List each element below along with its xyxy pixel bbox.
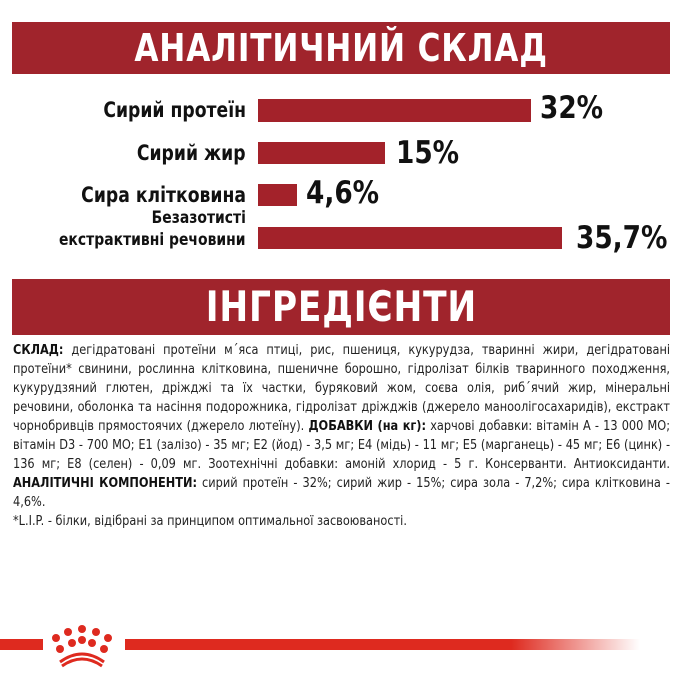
row-label: Сирий жир xyxy=(137,141,246,165)
chart-row-fiber: Сира клітковина 4,6% xyxy=(0,175,682,211)
composition-label: СКЛАД: xyxy=(13,343,64,358)
footer-line-left xyxy=(0,639,43,650)
bar-fiber xyxy=(258,184,297,206)
row-value: 4,6% xyxy=(306,175,380,211)
royal-canin-crown-icon xyxy=(52,625,112,668)
ingredients-title-banner: ІНГРЕДІЄНТИ xyxy=(12,279,670,335)
analysis-title-banner: АНАЛІТИЧНИЙ СКЛАД xyxy=(12,22,670,74)
row-label: Сирий протеїн xyxy=(103,98,246,122)
bar-protein xyxy=(258,99,531,122)
row-label-line2: екстрактивні речовини xyxy=(59,230,246,250)
bar-nfe xyxy=(258,227,562,249)
components-text: сирий протеїн - 32%; сирий жир - 15%; си… xyxy=(13,476,671,510)
chart-row-fat: Сирий жир 15% xyxy=(0,135,682,171)
bar-fat xyxy=(258,142,385,164)
ingredients-title: ІНГРЕДІЄНТИ xyxy=(205,282,477,331)
additives-text: харчові добавки: вітамін А - 13 000 МО; … xyxy=(13,419,671,472)
composition-text: дегідратовані протеїни м΄яса птиці, рис,… xyxy=(13,343,671,434)
ingredients-text-block: СКЛАД: дегідратовані протеїни м΄яса птиц… xyxy=(13,341,670,531)
row-label-line1: Безазотисті xyxy=(151,208,246,228)
row-value: 32% xyxy=(540,90,604,126)
row-label: Сира клітковина xyxy=(81,183,246,207)
row-value: 35,7% xyxy=(576,220,668,256)
row-value: 15% xyxy=(396,135,460,171)
analysis-title: АНАЛІТИЧНИЙ СКЛАД xyxy=(134,26,548,70)
chart-row-protein: Сирий протеїн 32% xyxy=(0,90,682,126)
footnote: *L.I.P. - білки, відібрані за принципом … xyxy=(13,514,407,529)
additives-label: ДОБАВКИ (на кг): xyxy=(308,419,427,434)
footer-line-right xyxy=(125,639,640,650)
chart-row-nfe: Безазотисті екстрактивні речовини 35,7% xyxy=(0,206,682,256)
ingredients-paragraph: СКЛАД: дегідратовані протеїни м΄яса птиц… xyxy=(13,341,670,512)
components-label: АНАЛІТИЧНІ КОМПОНЕНТИ: xyxy=(13,476,197,491)
